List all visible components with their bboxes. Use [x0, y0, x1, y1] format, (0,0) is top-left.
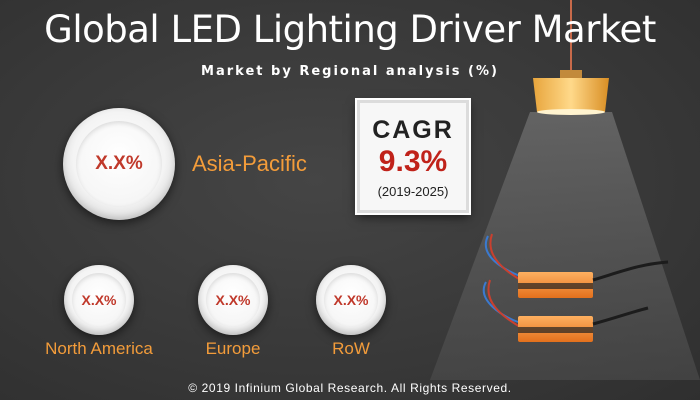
cagr-box: CAGR 9.3% (2019-2025) — [355, 98, 471, 215]
row-circle: X.X% — [316, 265, 386, 335]
asia-pacific-circle: X.X% — [63, 108, 175, 220]
europe-label: Europe — [205, 339, 261, 358]
north-america-label: North America — [45, 339, 153, 358]
pendant-lamp-icon — [533, 70, 609, 115]
led-driver-icon — [484, 233, 669, 298]
page-subtitle: Market by Regional analysis (%) — [201, 64, 499, 79]
copyright-footer: © 2019 Infinium Global Research. All Rig… — [188, 381, 512, 395]
cagr-label: CAGR — [372, 116, 454, 144]
asia-pacific-value: X.X% — [76, 121, 162, 207]
north-america-value: X.X% — [72, 273, 126, 327]
led-driver-icon-2 — [482, 279, 649, 342]
north-america-circle: X.X% — [64, 265, 134, 335]
row-label: RoW — [332, 339, 370, 358]
europe-value: X.X% — [206, 273, 260, 327]
europe-circle: X.X% — [198, 265, 268, 335]
page-title: Global LED Lighting Driver Market — [44, 8, 656, 51]
cagr-value: 9.3% — [378, 145, 448, 178]
asia-pacific-label: Asia-Pacific — [192, 151, 307, 176]
row-value: X.X% — [324, 273, 378, 327]
cagr-period: (2019-2025) — [377, 184, 449, 199]
